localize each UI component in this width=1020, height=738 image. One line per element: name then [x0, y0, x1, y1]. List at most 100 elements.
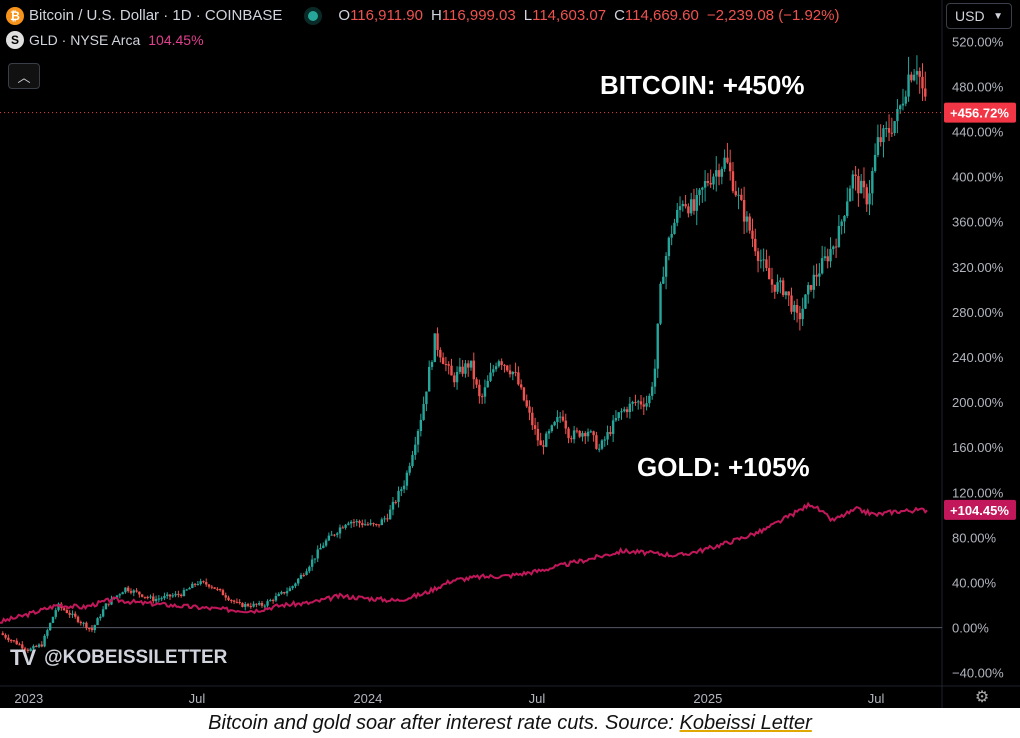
btc-candle-body — [174, 593, 177, 596]
figure-caption: Bitcoin and gold soar after interest rat… — [0, 708, 1020, 738]
btc-candle-body — [843, 215, 846, 222]
btc-candle-body — [525, 400, 528, 407]
btc-candle-body — [639, 401, 643, 405]
btc-candle-body — [355, 521, 358, 523]
btc-candle-body — [40, 644, 44, 647]
settings-icon[interactable]: ⚙ — [974, 689, 990, 706]
btc-candle-body — [179, 594, 183, 597]
btc-candle-body — [166, 594, 169, 596]
btc-candle-body — [319, 547, 322, 550]
btc-candle-body — [54, 610, 57, 617]
btc-candle-body — [383, 518, 386, 520]
btc-candle-body — [349, 521, 353, 524]
x-tick-label: 2023 — [14, 691, 43, 706]
btc-candle-body — [185, 589, 188, 591]
compare-label: GLD · NYSE Arca — [29, 32, 141, 48]
btc-candle-body — [107, 603, 110, 605]
open-value: 116,911.90 — [350, 7, 423, 24]
y-tick-label: 320.00% — [952, 260, 1004, 275]
btc-candle-body — [23, 648, 27, 650]
btc-candle-body — [299, 574, 303, 579]
btc-candle-body — [901, 103, 905, 106]
btc-candle-body — [188, 588, 191, 590]
btc-candle-body — [598, 448, 601, 450]
btc-candle-body — [154, 598, 158, 602]
spdr-icon: S — [6, 31, 24, 49]
btc-candle-body — [216, 588, 219, 590]
source-link[interactable]: Kobeissi Letter — [679, 712, 812, 734]
btc-candle-body — [124, 587, 127, 593]
btc-candle-body — [177, 593, 180, 595]
btc-candle-body — [48, 622, 52, 631]
btc-candle-body — [873, 154, 877, 172]
btc-candle-body — [71, 613, 74, 615]
btc-candle-body — [572, 430, 576, 440]
btc-candle-body — [528, 406, 531, 413]
btc-candle-body — [32, 645, 35, 649]
btc-candle-body — [846, 201, 849, 216]
btc-candle-body — [759, 260, 763, 262]
btc-candle-body — [793, 304, 796, 312]
x-tick-label: Jul — [868, 691, 885, 706]
btc-candle-body — [430, 362, 434, 367]
btc-candle-body — [787, 291, 790, 296]
btc-candle-body — [65, 609, 69, 613]
btc-candle-body — [734, 191, 737, 196]
btc-candle-body — [46, 630, 49, 636]
btc-candle-body — [12, 640, 16, 642]
btc-candle-body — [76, 616, 80, 622]
btc-candle-body — [205, 582, 208, 585]
btc-candle-body — [745, 216, 749, 222]
btc-candle-body — [425, 391, 428, 405]
y-tick-label: 0.00% — [952, 621, 989, 636]
btc-candle-body — [419, 419, 423, 432]
btc-candle-body — [834, 246, 838, 248]
btc-candle-body — [689, 199, 693, 214]
market-status-icon[interactable] — [308, 11, 319, 21]
btc-candle-body — [692, 199, 696, 211]
btc-candle-body — [400, 489, 403, 491]
currency-select[interactable]: USD ▼ — [946, 3, 1012, 29]
btc-candle-body — [684, 204, 687, 207]
btc-candle-body — [372, 523, 375, 525]
btc-candle-body — [9, 640, 13, 642]
bitcoin-annotation: BITCOIN: +450% — [600, 70, 805, 100]
btc-candle-body — [305, 571, 308, 576]
x-tick-label: 2025 — [693, 691, 722, 706]
btc-candle-body — [687, 206, 690, 214]
legend: ₿ Bitcoin / U.S. Dollar · 1D · COINBASE … — [6, 4, 839, 52]
btc-candle-body — [260, 602, 264, 606]
btc-candle-body — [893, 121, 896, 134]
btc-candle-body — [82, 622, 85, 624]
btc-candle-body — [673, 222, 676, 234]
btc-candle-body — [274, 596, 278, 601]
btc-candle-body — [411, 454, 414, 466]
btc-candle-body — [257, 602, 261, 605]
price-chart[interactable]: −40.00% 0.00% 40.00% 80.00% 120.00% 160.00% 20… — [0, 0, 1020, 708]
btc-candle-body — [740, 194, 743, 200]
btc-candle-body — [728, 162, 732, 172]
btc-candle-body — [15, 640, 18, 645]
btc-candle-body — [472, 360, 475, 380]
btc-candle-body — [904, 96, 907, 104]
btc-candle-body — [737, 194, 740, 196]
btc-candle-body — [433, 333, 436, 363]
btc-candle-body — [812, 274, 815, 290]
btc-candle-body — [511, 371, 515, 375]
btc-candle-body — [751, 230, 754, 239]
compare-row[interactable]: S GLD · NYSE Arca 104.45% — [6, 28, 839, 52]
btc-candle-body — [461, 366, 464, 374]
btc-candle-body — [726, 157, 729, 163]
btc-candle-body — [829, 249, 832, 262]
btc-candle-body — [369, 523, 372, 525]
btc-candle-body — [885, 128, 888, 130]
btc-candle-body — [653, 368, 657, 387]
btc-candle-body — [804, 294, 807, 309]
btc-candle-body — [115, 595, 119, 598]
btc-candle-body — [288, 588, 292, 592]
btc-candle-body — [539, 440, 542, 446]
btc-candle-body — [79, 621, 83, 624]
symbol-row[interactable]: ₿ Bitcoin / U.S. Dollar · 1D · COINBASE … — [6, 4, 839, 28]
collapse-legend-button[interactable]: ︿ — [8, 63, 40, 89]
btc-candle-body — [637, 401, 640, 403]
